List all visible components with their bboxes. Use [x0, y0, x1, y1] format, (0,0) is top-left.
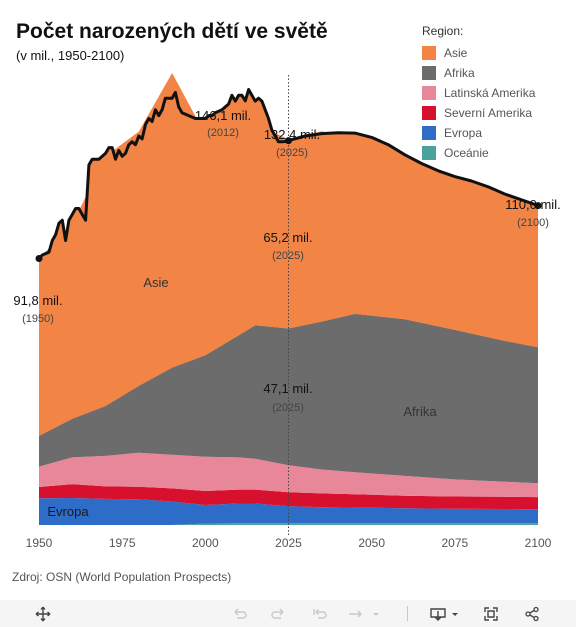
annotation-year: (2012)	[207, 127, 239, 139]
legend-swatch	[422, 86, 436, 100]
area-asie-upper[interactable]	[39, 89, 538, 436]
move-arrows-icon[interactable]	[33, 604, 53, 623]
redo-icon[interactable]	[268, 604, 290, 623]
download-icon[interactable]	[428, 604, 464, 623]
annotation-value: 65,2 mil.	[263, 230, 312, 245]
refresh-icon[interactable]	[344, 604, 384, 623]
annotation-year: (2025)	[276, 147, 308, 159]
legend-item-evropa[interactable]: Evropa	[422, 123, 535, 143]
stacked-area-chart[interactable]: 1950 1975 2000 2025 2050 2075 2100 91,8 mil. (19…	[0, 0, 576, 600]
legend: Region: Asie Afrika Latinská Amerika Sev…	[422, 24, 535, 163]
annotation-value: 47,1 mil.	[263, 381, 312, 396]
legend-label: Latinská Amerika	[444, 86, 536, 100]
annotation-year: (2025)	[272, 250, 304, 262]
annotation-value: 132,4 mil.	[264, 127, 320, 142]
annotation-year: (2025)	[272, 402, 304, 414]
area-label-evropa: Evropa	[47, 504, 89, 519]
area-afrika[interactable]	[39, 313, 538, 484]
x-tick-label: 1950	[26, 536, 53, 550]
legend-item-asie[interactable]: Asie	[422, 43, 535, 63]
area-evropa[interactable]	[39, 498, 538, 525]
legend-item-latinska-amerika[interactable]: Latinská Amerika	[422, 83, 535, 103]
legend-swatch	[422, 46, 436, 60]
undo-icon[interactable]	[228, 604, 250, 623]
toolbar	[0, 600, 576, 627]
area-label-asie: Asie	[143, 275, 168, 290]
data-point-2025[interactable]	[285, 137, 292, 145]
share-icon[interactable]	[522, 604, 542, 623]
x-tick-label: 1975	[109, 536, 136, 550]
data-point-1950[interactable]	[35, 254, 43, 262]
annotation-value: 110,0 mil.	[505, 197, 560, 212]
x-tick-label: 2000	[192, 536, 219, 550]
legend-label: Severní Amerika	[444, 106, 533, 120]
legend-swatch	[422, 126, 436, 140]
annotation-year: (2100)	[517, 217, 549, 229]
legend-label: Evropa	[444, 126, 483, 140]
x-tick-label: 2025	[275, 536, 302, 550]
legend-item-afrika[interactable]: Afrika	[422, 63, 535, 83]
legend-swatch	[422, 106, 436, 120]
revert-icon[interactable]	[308, 604, 330, 623]
legend-swatch	[422, 146, 436, 160]
legend-item-severni-amerika[interactable]: Severní Amerika	[422, 103, 535, 123]
legend-label: Afrika	[444, 66, 475, 80]
chart-title: Počet narozených dětí ve světě	[16, 20, 328, 43]
legend-label: Asie	[444, 46, 468, 60]
area-label-afrika: Afrika	[403, 404, 437, 419]
annotation-value: 91,8 mil.	[13, 293, 62, 308]
annotation-year: (1950)	[22, 313, 54, 325]
data-point-2100[interactable]	[534, 202, 542, 210]
toolbar-divider	[407, 606, 408, 621]
legend-swatch	[422, 66, 436, 80]
annotation-value: 146,1 mil.	[195, 108, 251, 123]
fullscreen-icon[interactable]	[481, 604, 501, 623]
chart-subtitle: (v mil., 1950-2100)	[16, 48, 125, 63]
legend-title: Region:	[422, 24, 464, 38]
legend-item-oceanie[interactable]: Oceánie	[422, 143, 535, 163]
legend-label: Oceánie	[444, 146, 489, 160]
source-note: Zdroj: OSN (World Population Prospects)	[12, 570, 232, 584]
total-births-line[interactable]	[37, 88, 539, 260]
x-tick-label: 2100	[525, 536, 552, 550]
x-tick-label: 2050	[358, 536, 385, 550]
area-severni-amerika[interactable]	[39, 484, 538, 510]
x-tick-label: 2075	[441, 536, 468, 550]
